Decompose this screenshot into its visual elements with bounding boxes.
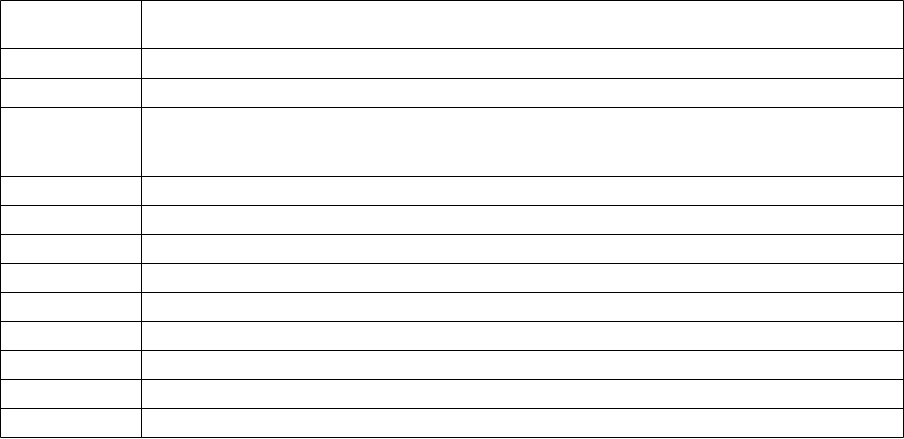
page: {} — [0, 0, 904, 439]
table — [0, 0, 904, 438]
